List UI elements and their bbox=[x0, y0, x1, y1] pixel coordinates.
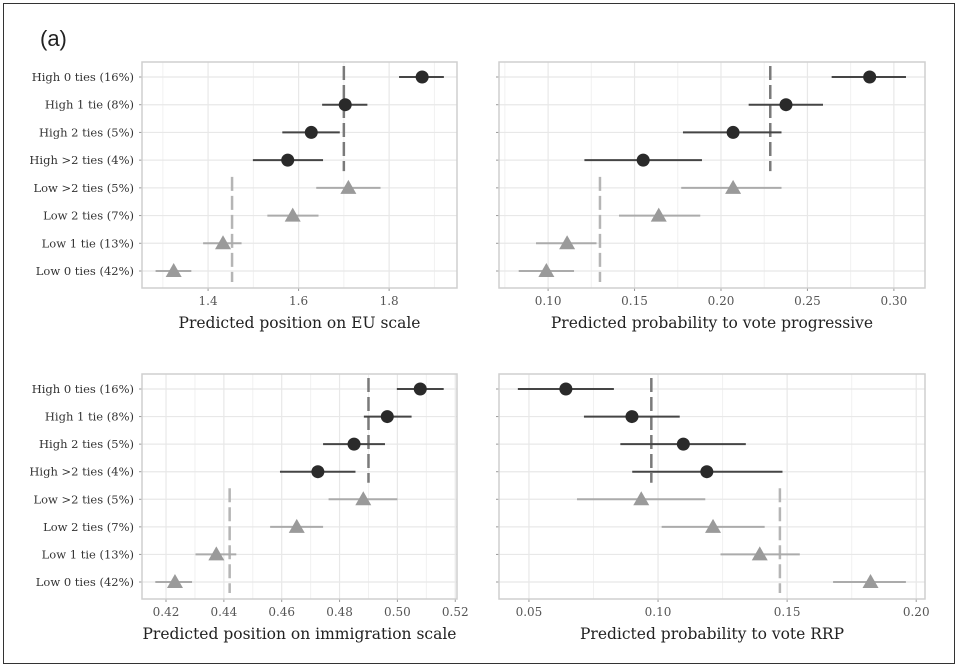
point-estimate-low bbox=[862, 574, 879, 588]
y-tick-label: Low 0 ties (42%) bbox=[36, 575, 134, 589]
point-estimate-high bbox=[304, 125, 318, 139]
point-estimate-low bbox=[355, 491, 372, 506]
point-estimate-high bbox=[347, 437, 361, 451]
panel-1: 1.4 1.6 1.8 High 0 ties (16%) High 1 tie (8%… bbox=[29, 61, 458, 332]
point-estimate-low bbox=[705, 518, 722, 533]
x-tick-label: 0.52 bbox=[442, 605, 469, 619]
x-tick-label: 0.44 bbox=[211, 605, 238, 619]
y-tick-label: High 0 ties (16%) bbox=[32, 70, 134, 84]
x-tick-label: 0.10 bbox=[535, 294, 562, 308]
x-tick-label: 0.42 bbox=[153, 605, 180, 619]
point-estimate-high bbox=[559, 382, 573, 396]
y-tick-label: High 2 ties (5%) bbox=[39, 125, 134, 139]
point-estimate-low bbox=[288, 518, 305, 533]
point-estimate-low bbox=[340, 179, 357, 194]
point-estimate-low bbox=[650, 207, 667, 222]
point-estimate-high bbox=[676, 437, 690, 451]
point-estimate-low bbox=[165, 263, 182, 277]
point-estimate-high bbox=[700, 465, 714, 479]
point-estimate-low bbox=[633, 491, 650, 506]
x-tick-label: 1.4 bbox=[199, 294, 218, 308]
y-tick-label: High >2 ties (4%) bbox=[29, 465, 134, 479]
point-estimate-high bbox=[726, 125, 740, 139]
figure-border bbox=[3, 3, 955, 664]
point-estimate-low bbox=[559, 235, 576, 250]
point-estimate-high bbox=[338, 98, 352, 112]
plot-area bbox=[155, 378, 444, 593]
y-tick-label: High 1 tie (8%) bbox=[45, 410, 134, 424]
y-tick-label: High 0 ties (16%) bbox=[32, 382, 134, 396]
y-tick-label: High 2 ties (5%) bbox=[39, 437, 134, 451]
point-estimate-low bbox=[725, 179, 742, 194]
x-axis-title: Predicted position on EU scale bbox=[179, 314, 421, 332]
x-tick-label: 0.05 bbox=[516, 605, 543, 619]
figure-label: (a) bbox=[40, 26, 67, 51]
point-estimate-high bbox=[636, 153, 650, 167]
point-estimate-high bbox=[311, 465, 325, 479]
y-tick-label: Low >2 ties (5%) bbox=[33, 181, 134, 195]
point-estimate-high bbox=[779, 98, 793, 112]
panel-border bbox=[498, 373, 926, 600]
y-tick-label: Low 1 tie (13%) bbox=[42, 547, 134, 561]
panel-border bbox=[141, 373, 458, 600]
panel-3: 0.42 0.44 0.46 0.48 0.50 0.52 High 0 ties (16%… bbox=[29, 373, 469, 643]
y-tick-label: Low 0 ties (42%) bbox=[36, 264, 134, 278]
y-tick-label: Low 1 tie (13%) bbox=[42, 236, 134, 250]
x-tick-label: 0.15 bbox=[621, 294, 648, 308]
point-estimate-low bbox=[751, 546, 768, 561]
y-tick-label: Low >2 ties (5%) bbox=[33, 492, 134, 506]
x-tick-label: 0.20 bbox=[708, 294, 735, 308]
x-tick-label: 0.46 bbox=[268, 605, 295, 619]
x-tick-label: 1.6 bbox=[289, 294, 308, 308]
point-estimate-high bbox=[863, 70, 877, 84]
plot-area bbox=[518, 66, 906, 282]
point-estimate-high bbox=[380, 410, 394, 424]
x-axis-title: Predicted probability to vote RRP bbox=[580, 625, 844, 643]
y-tick-label: High >2 ties (4%) bbox=[29, 153, 134, 167]
x-tick-label: 0.15 bbox=[774, 605, 801, 619]
panel-border bbox=[498, 61, 926, 289]
x-tick-label: 1.8 bbox=[380, 294, 399, 308]
point-estimate-high bbox=[413, 382, 427, 396]
x-tick-label: 0.30 bbox=[881, 294, 908, 308]
y-tick-label: Low 2 ties (7%) bbox=[43, 520, 134, 534]
point-estimate-low bbox=[538, 263, 555, 277]
x-axis-title: Predicted probability to vote progressiv… bbox=[551, 314, 873, 332]
point-estimate-high bbox=[415, 70, 429, 84]
x-axis-title: Predicted position on immigration scale bbox=[143, 625, 457, 643]
point-estimate-low bbox=[166, 574, 183, 588]
point-estimate-low bbox=[208, 546, 225, 561]
x-tick-label: 0.48 bbox=[326, 605, 353, 619]
point-estimate-high bbox=[281, 153, 295, 167]
plot-area bbox=[517, 378, 906, 593]
panel-border bbox=[141, 61, 458, 289]
point-estimate-low bbox=[215, 235, 232, 250]
y-tick-label: High 1 tie (8%) bbox=[45, 98, 134, 112]
x-tick-label: 0.20 bbox=[903, 605, 930, 619]
x-tick-label: 0.50 bbox=[384, 605, 411, 619]
point-estimate-low bbox=[284, 207, 301, 222]
x-tick-label: 0.25 bbox=[794, 294, 821, 308]
x-tick-label: 0.10 bbox=[645, 605, 672, 619]
panel-2: 0.10 0.15 0.20 0.25 0.30 Predicted probabilit… bbox=[496, 61, 926, 332]
panel-4: 0.05 0.10 0.15 0.20 Predicted probability to… bbox=[496, 373, 930, 643]
plot-area bbox=[155, 66, 444, 282]
y-tick-label: Low 2 ties (7%) bbox=[43, 209, 134, 223]
point-estimate-high bbox=[625, 410, 639, 424]
